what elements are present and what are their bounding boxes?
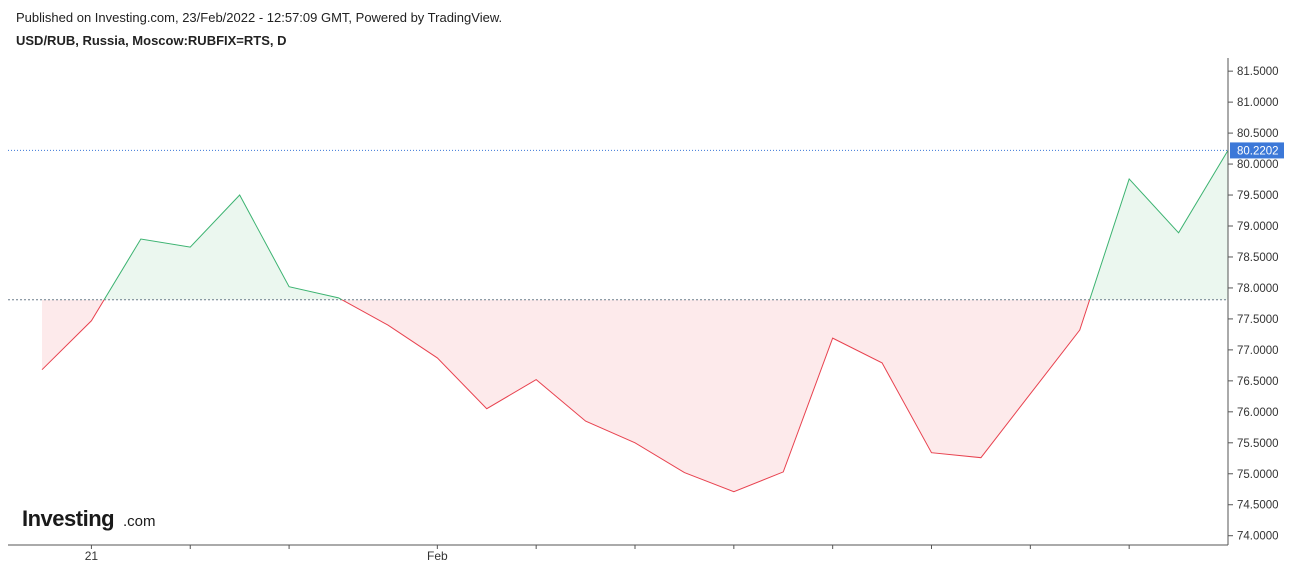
y-tick-label: 80.5000 [1237,128,1279,140]
last-price-label: 80.2202 [1237,145,1279,157]
line-above [103,150,1229,300]
y-tick-label: 76.5000 [1237,376,1279,388]
y-tick-label: 75.0000 [1237,469,1279,481]
y-tick-label: 78.5000 [1237,252,1279,264]
y-tick-label: 80.0000 [1237,159,1279,171]
symbol-title: USD/RUB, Russia, Moscow:RUBFIX=RTS, D [16,33,287,48]
y-tick-label: 77.0000 [1237,345,1279,357]
y-tick-label: 81.5000 [1237,66,1279,78]
area-above [104,150,1228,300]
y-tick-label: 76.0000 [1237,407,1279,419]
logo-suffix: .com [123,513,156,530]
y-tick-label: 79.5000 [1237,190,1279,202]
x-tick-label: 21 [85,549,99,563]
y-tick-label: 77.5000 [1237,314,1279,326]
last-price-badge [1230,142,1284,159]
y-tick-label: 74.5000 [1237,500,1279,512]
y-tick-label: 78.0000 [1237,283,1279,295]
y-tick-label: 81.0000 [1237,97,1279,109]
logo-brand: Investing [22,506,114,531]
published-note: Published on Investing.com, 23/Feb/2022 … [16,10,502,25]
y-tick-label: 74.0000 [1237,531,1279,543]
plot [8,150,1229,493]
y-tick-label: 79.0000 [1237,221,1279,233]
area-below [42,299,1228,492]
line-below [41,299,1091,493]
y-tick-label: 75.5000 [1237,438,1279,450]
x-tick-label: Feb [427,549,448,563]
